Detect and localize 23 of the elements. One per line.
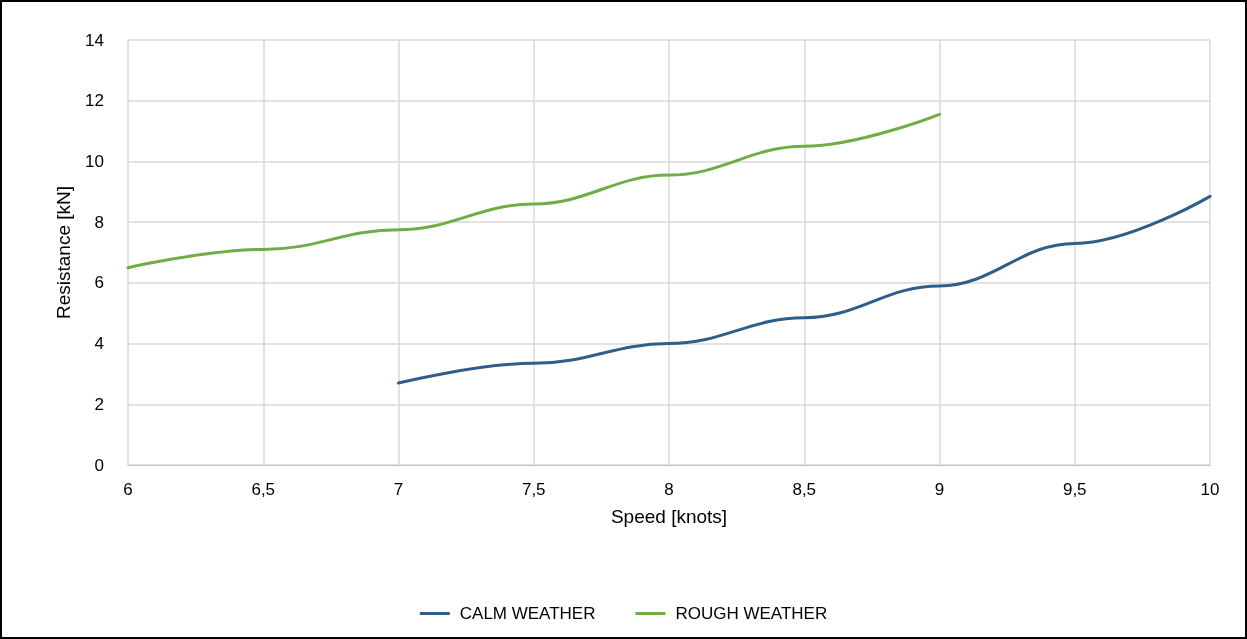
line-series [397, 194, 1212, 385]
x-axis-title: Speed [knots] [610, 506, 728, 527]
x-tick-label: 6,5 [251, 480, 276, 499]
line-series [126, 112, 941, 270]
legend-label: ROUGH WEATHER [675, 604, 828, 623]
x-tick-label: 10 [1200, 480, 1220, 499]
y-tick-label: 10 [85, 151, 104, 171]
y-tick-label: 14 [85, 30, 104, 50]
y-tick-label: 2 [94, 394, 104, 414]
x-tick-label: 9,5 [1062, 480, 1087, 499]
y-tick-label: 12 [85, 91, 104, 111]
y-tick-label: 4 [94, 334, 104, 354]
y-axis-title: Resistance [kN] [53, 185, 74, 320]
x-tick-label: 7 [393, 480, 404, 499]
x-tick-label: 9 [934, 480, 945, 499]
y-tick-label: 6 [94, 273, 104, 293]
y-tick-label: 8 [94, 212, 104, 232]
x-tick-label: 7,5 [521, 480, 546, 499]
x-tick-label: 6 [123, 480, 133, 499]
y-tick-label: 0 [94, 455, 104, 475]
x-tick-label: 8,5 [792, 480, 817, 499]
x-tick-label: 8 [664, 480, 674, 499]
legend-label: CALM WEATHER [459, 604, 596, 623]
